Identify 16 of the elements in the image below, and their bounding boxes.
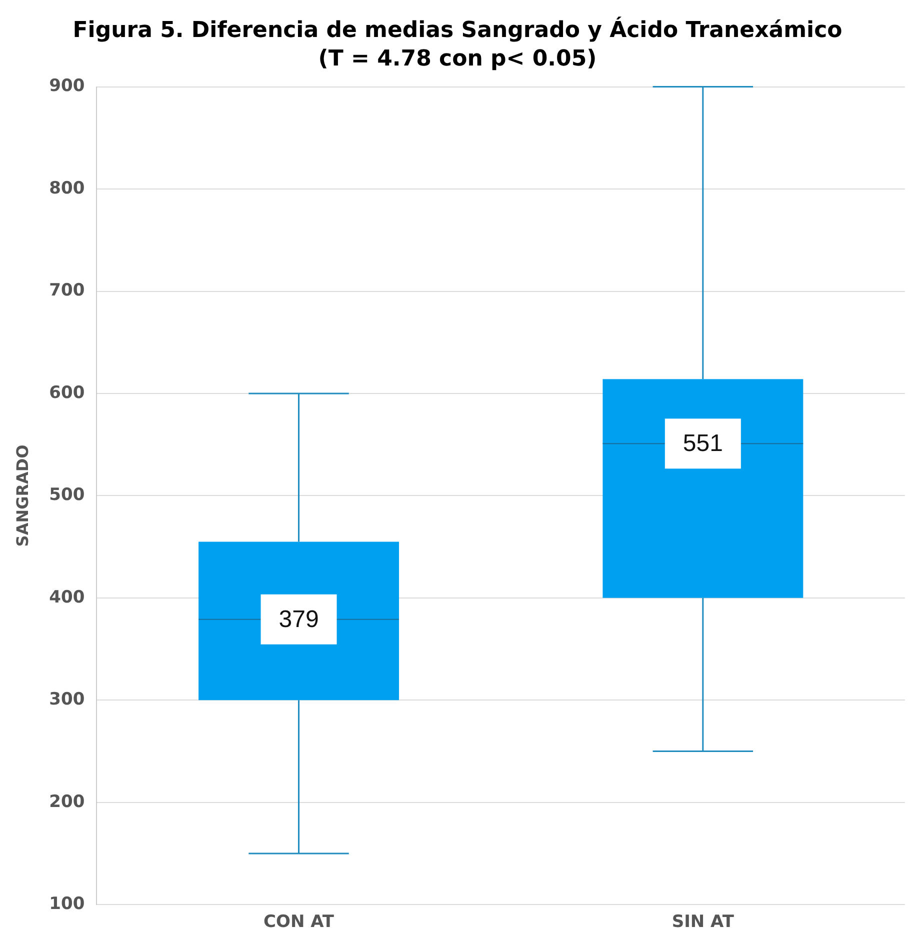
x-tick-label: CON AT xyxy=(264,912,334,932)
annotation: 379 xyxy=(278,606,319,634)
y-tick-label: 500 xyxy=(49,485,85,506)
y-tick-label: 100 xyxy=(49,894,85,914)
y-tick-label: 300 xyxy=(49,690,85,710)
chart-subtitle: (T = 4.78 con p< 0.05) xyxy=(318,46,597,72)
y-tick-label: 600 xyxy=(49,382,85,403)
y-tick-label: 800 xyxy=(49,178,85,198)
y-axis-title: SANGRADO xyxy=(12,444,32,547)
annotation: 551 xyxy=(682,430,723,458)
x-tick-label: SIN AT xyxy=(672,912,734,932)
y-tick-label: 700 xyxy=(49,280,85,301)
chart-title: Figura 5. Diferencia de medias Sangrado y Ácido Tranexámico xyxy=(72,16,842,43)
y-tick-label: 200 xyxy=(49,792,85,812)
y-tick-label: 900 xyxy=(49,76,85,96)
y-tick-label: 400 xyxy=(49,587,85,608)
